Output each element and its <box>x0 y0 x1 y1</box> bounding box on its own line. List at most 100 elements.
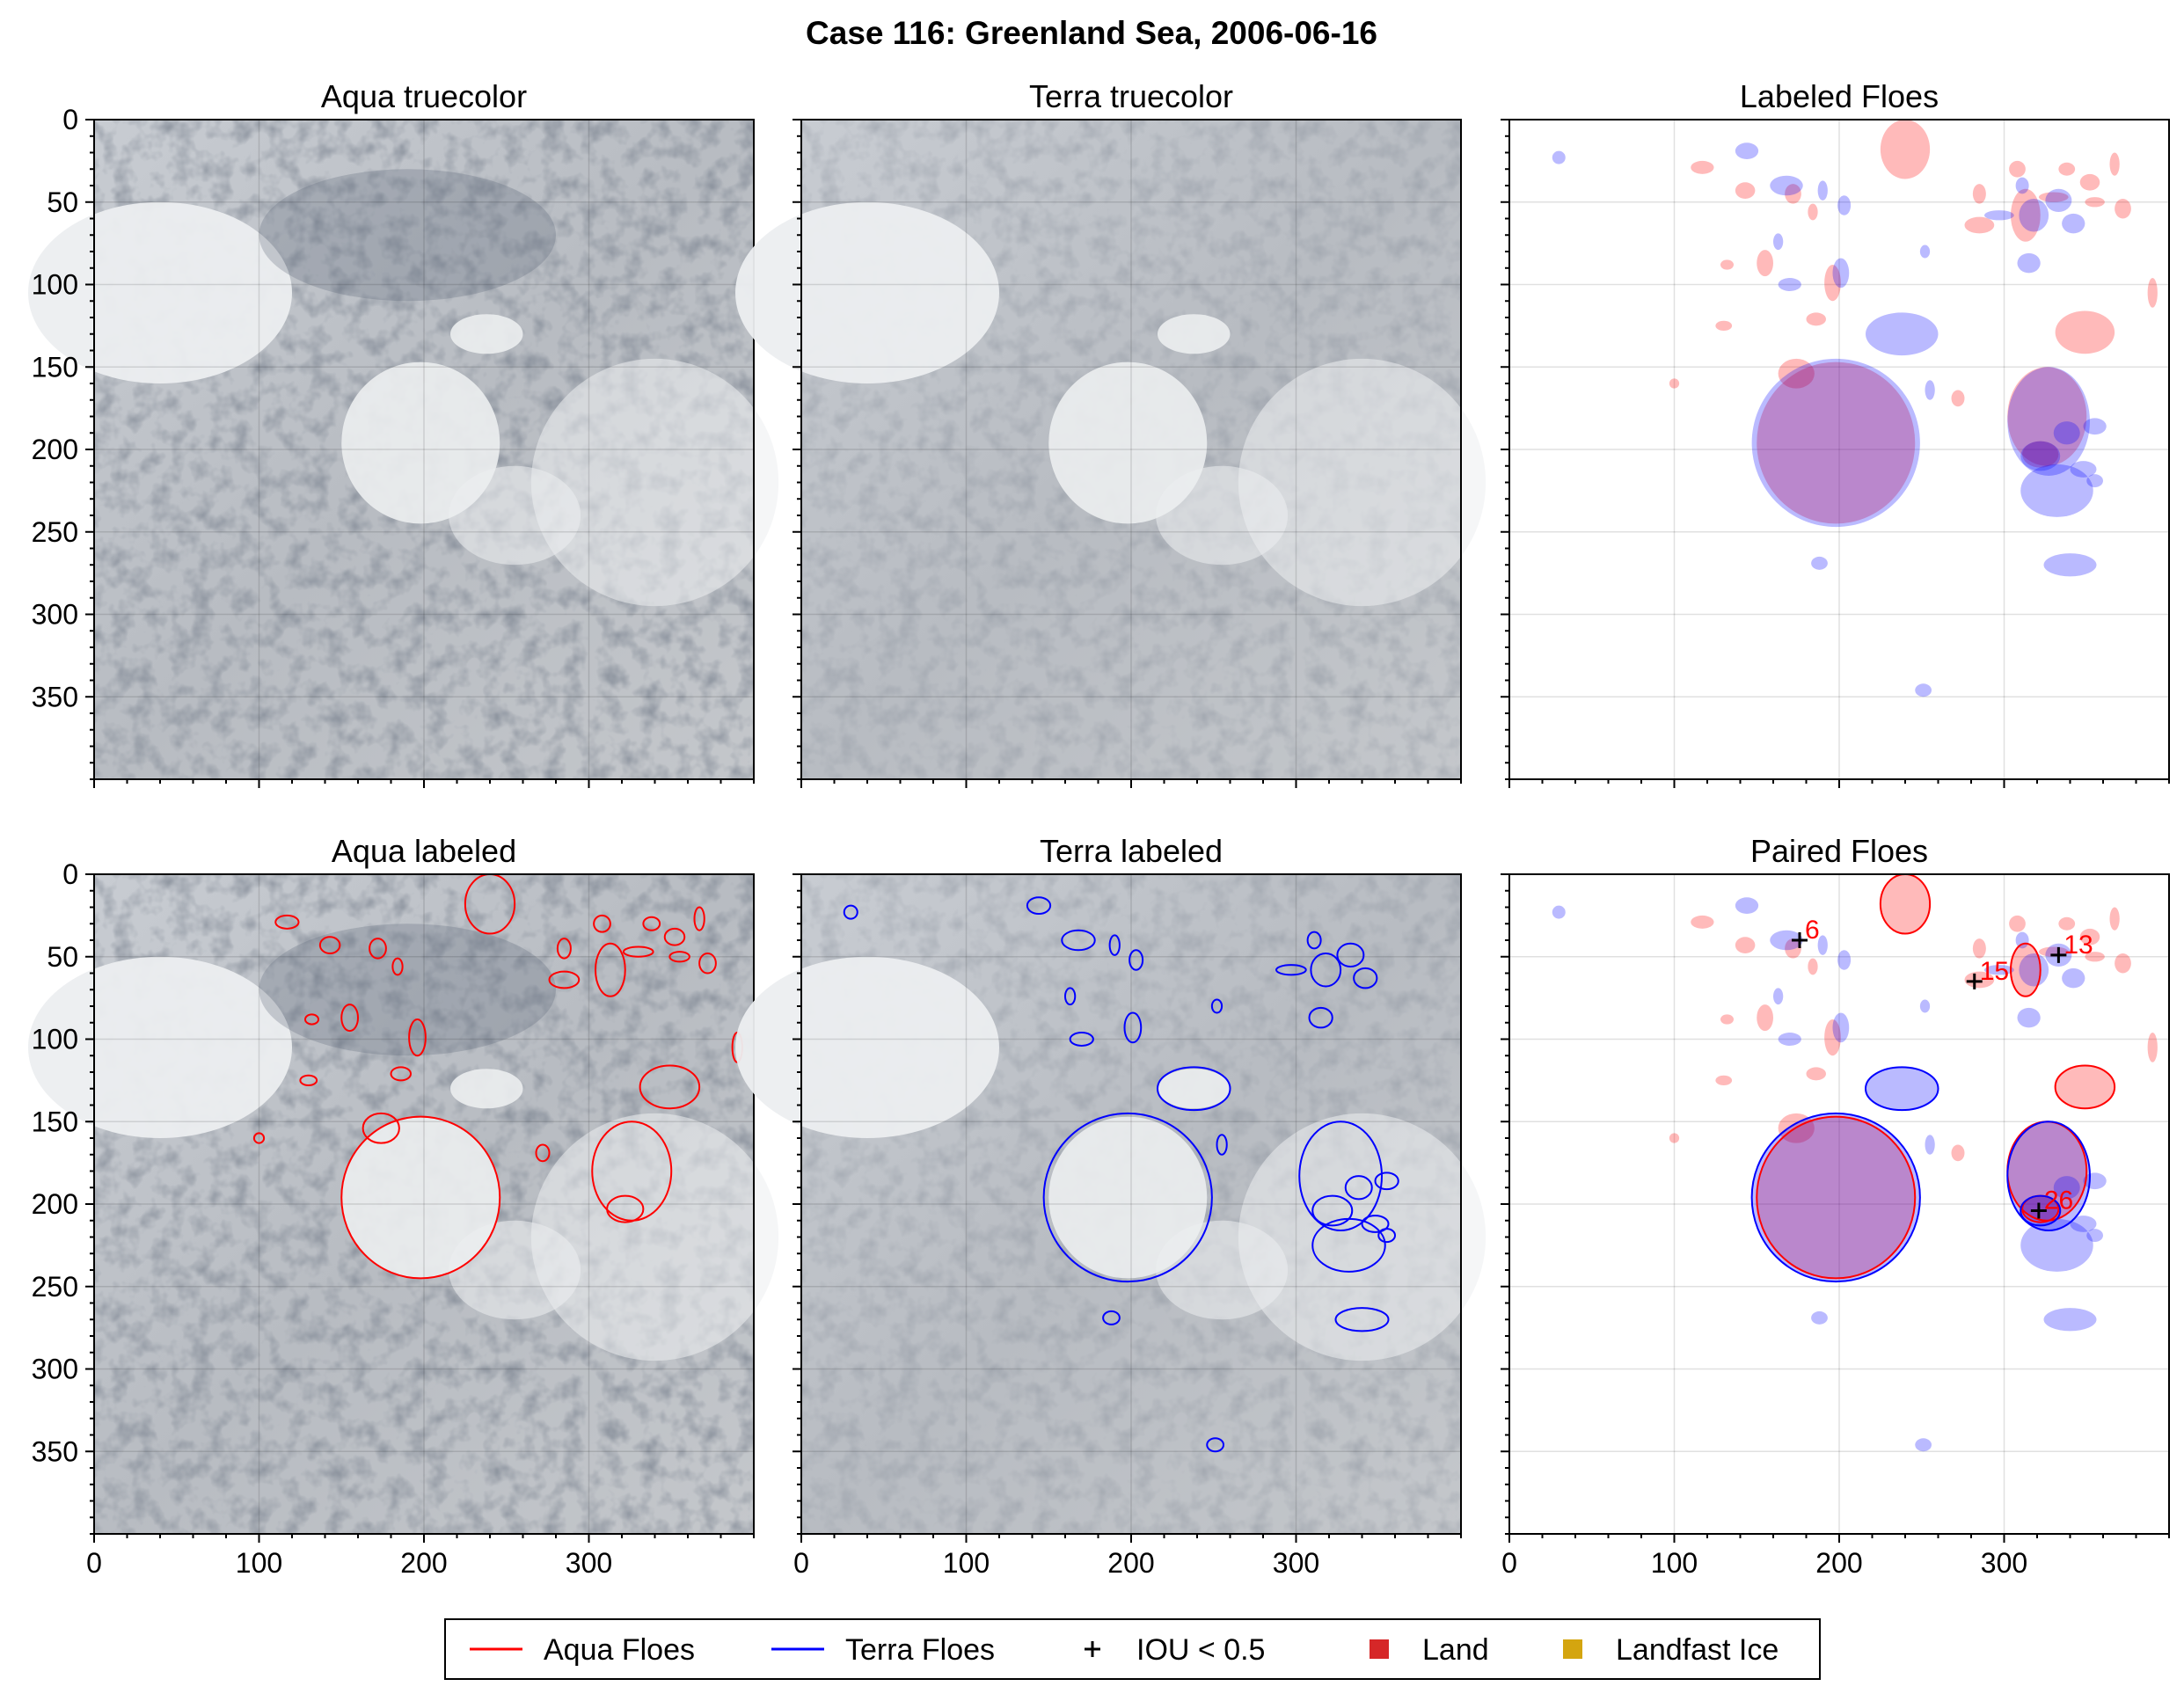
floe <box>340 1115 501 1280</box>
floe <box>1951 1144 1965 1162</box>
ice-region <box>449 1220 581 1320</box>
pair-label: 26 <box>2044 1186 2073 1216</box>
floe <box>693 906 705 931</box>
floe <box>622 945 654 958</box>
floe <box>2045 188 2072 212</box>
floe <box>1206 1437 1224 1453</box>
panel-paired-floes: Paired Floes 6 13 15 26 0 100 200 300 <box>1501 833 2170 1579</box>
floe <box>1061 929 1096 952</box>
floe <box>2007 367 2090 476</box>
floe <box>2053 421 2080 445</box>
floe <box>595 942 626 997</box>
legend-entry: Aqua Floes <box>470 1633 695 1667</box>
floe <box>2058 162 2076 176</box>
ice-region <box>1156 465 1289 566</box>
floe <box>391 957 404 976</box>
floe <box>408 1018 427 1057</box>
floe <box>2020 1218 2093 1272</box>
y-tick-label: 50 <box>47 941 78 973</box>
floe <box>2015 931 2029 949</box>
floe <box>340 1004 359 1033</box>
legend-square <box>1370 1639 1389 1659</box>
legend-entry: IOU < 0.5 <box>1085 1633 1265 1667</box>
floe <box>1785 938 1801 959</box>
floe <box>2086 1229 2103 1243</box>
x-tick-label: 0 <box>793 1547 809 1579</box>
floe <box>1123 1011 1143 1044</box>
floe <box>299 1074 318 1086</box>
floe <box>1811 556 1828 570</box>
floe <box>606 1194 645 1223</box>
y-tick-label: 350 <box>32 1435 78 1467</box>
legend: Aqua Floes Terra Floes IOU < 0.5 Land Landfa… <box>444 1618 1821 1680</box>
floe <box>1735 142 1759 159</box>
floe <box>1832 258 1850 288</box>
floe <box>1778 278 1801 291</box>
floe <box>548 970 581 989</box>
panel-title: Terra labeled <box>1040 833 1223 869</box>
floe <box>1770 175 1803 196</box>
floe <box>1026 896 1052 915</box>
panel-labeled-floes: Labeled Floes <box>1501 78 2170 788</box>
panels: Aqua truecolor050100150200250300350Terra… <box>28 78 2170 1579</box>
floe <box>1964 216 1995 234</box>
floe <box>1778 1033 1801 1046</box>
floe <box>1915 1438 1932 1452</box>
y-tick-label: 50 <box>47 186 78 218</box>
panel-title: Labeled Floes <box>1740 78 1939 114</box>
floe <box>1129 949 1144 971</box>
figure-title: Case 116: Greenland Sea, 2006-06-16 <box>806 15 1377 51</box>
legend-entry: Landfast Ice <box>1563 1633 1779 1667</box>
y-tick-label: 100 <box>32 1024 78 1055</box>
floe <box>2062 213 2085 234</box>
floe <box>2109 907 2120 931</box>
floe <box>2007 367 2087 466</box>
iou-marker <box>1966 973 1983 989</box>
floe <box>1720 1014 1734 1025</box>
ice-region <box>341 361 500 524</box>
floe <box>1824 265 1841 302</box>
floe <box>2055 1065 2115 1109</box>
ice-region <box>450 1069 523 1109</box>
floe <box>2017 1007 2041 1028</box>
floe <box>1751 1113 1920 1282</box>
floe <box>1925 380 1935 400</box>
ice-region <box>1158 1069 1231 1109</box>
floe <box>2058 916 2076 931</box>
ice-region <box>530 358 779 607</box>
floe <box>1361 1215 1390 1233</box>
floe <box>2009 915 2026 932</box>
y-tick-label: 0 <box>62 858 78 890</box>
y-tick-label: 100 <box>32 269 78 301</box>
floe <box>274 914 300 930</box>
panel-title: Paired Floes <box>1750 833 1928 869</box>
floe <box>2015 177 2029 194</box>
floe <box>668 951 690 963</box>
floe <box>1972 184 1986 204</box>
ice-region <box>1156 1220 1289 1320</box>
pair-label: 6 <box>1805 916 1820 945</box>
floe <box>1837 195 1852 215</box>
legend-label: Landfast Ice <box>1616 1633 1779 1667</box>
floe <box>1336 942 1365 967</box>
floe <box>2086 474 2103 488</box>
floe <box>1069 1032 1094 1047</box>
floe <box>1817 180 1828 201</box>
floe <box>2007 1121 2087 1221</box>
floe <box>2007 1121 2090 1230</box>
floe <box>2115 199 2131 219</box>
floe <box>1824 1019 1841 1056</box>
legend-box <box>444 1618 1821 1680</box>
y-tick-label: 300 <box>32 599 78 631</box>
floe <box>593 914 611 933</box>
floe <box>843 904 858 920</box>
floe <box>1757 1116 1916 1279</box>
y-tick-label: 150 <box>32 1106 78 1137</box>
floe <box>304 1013 319 1026</box>
floe <box>1757 361 1916 524</box>
ice-region <box>1048 361 1208 524</box>
floe <box>1964 971 1995 989</box>
floe <box>1298 1121 1383 1231</box>
floe <box>1972 938 1986 959</box>
